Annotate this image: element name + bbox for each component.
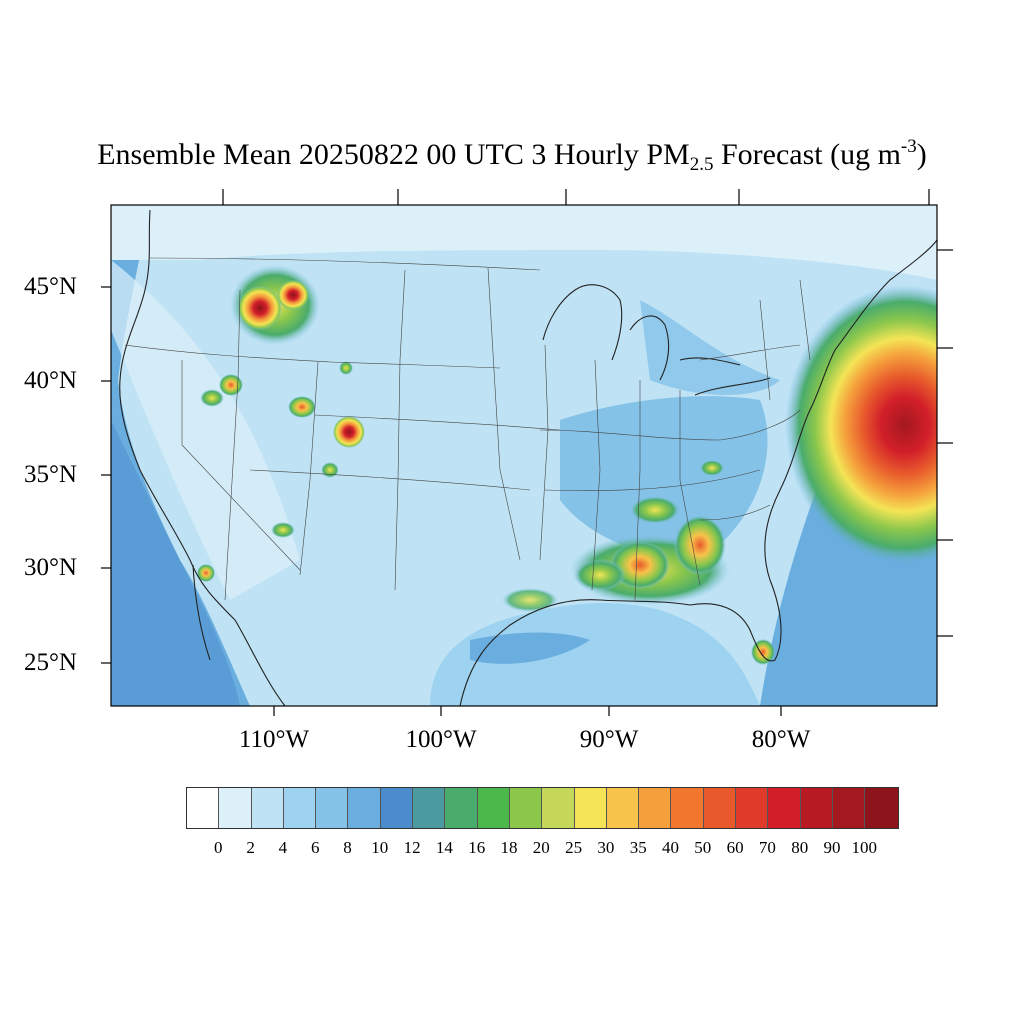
lat-label-45n: 45°N (23, 273, 77, 300)
colorbar-swatch (671, 788, 704, 828)
colorbar-tick-label: 50 (694, 838, 712, 857)
colorbar-swatch (606, 788, 640, 828)
colorbar-swatch (639, 788, 672, 828)
colorbar-swatch (703, 788, 737, 828)
colorbar-tick-label: 30 (597, 838, 615, 857)
colorbar-tick-label: 0 (214, 838, 223, 857)
chart-title: Ensemble Mean 20250822 00 UTC 3 Hourly P… (97, 136, 927, 175)
colorbar-tick-label: 10 (371, 838, 389, 857)
colorbar-swatch (574, 788, 607, 828)
colorbar-tick-label: 80 (791, 838, 809, 857)
colorbar-tick-label: 25 (565, 838, 583, 857)
map-frame (110, 204, 938, 707)
coastlines (119, 209, 937, 706)
map-field (111, 205, 937, 706)
colorbar-swatch (380, 788, 414, 828)
axis-ticks (101, 189, 953, 716)
colorbar-swatch (509, 788, 543, 828)
colorbar-tick-label: 35 (629, 838, 647, 857)
state-borders (124, 257, 811, 601)
lon-label-100w: 100°W (405, 726, 477, 753)
colorbar-swatch (445, 788, 478, 828)
colorbar-swatch (768, 788, 801, 828)
colorbar-tick-label: 14 (435, 838, 453, 857)
colorbar-tick-label: 20 (532, 838, 550, 857)
colorbar-tick-label: 2 (246, 838, 255, 857)
colorbar-tick-label: 12 (403, 838, 421, 857)
colorbar-swatch (736, 788, 769, 828)
colorbar-tick-label: 6 (310, 838, 320, 857)
lon-label-80w: 80°W (751, 726, 811, 753)
colorbar-swatch (542, 788, 575, 828)
colorbar-swatch (251, 788, 284, 828)
colorbar-swatch (187, 788, 220, 828)
colorbar-swatch (477, 788, 510, 828)
colorbar-tick-label: 4 (278, 838, 288, 857)
colorbar-swatch (865, 788, 898, 828)
colorbar-tick-label: 60 (726, 838, 744, 857)
lat-label-30n: 30°N (23, 554, 77, 581)
lat-label-25n: 25°N (23, 649, 77, 676)
lon-label-110w: 110°W (238, 726, 310, 753)
colorbar-swatch (413, 788, 446, 828)
lat-label-40n: 40°N (23, 367, 77, 394)
lat-label-35n: 35°N (23, 461, 77, 488)
colorbar-tick-label: 18 (500, 838, 518, 857)
colorbar-tick-label: 8 (343, 838, 352, 857)
colorbar (186, 787, 899, 829)
colorbar-swatch (832, 788, 866, 828)
colorbar-tick-label: 70 (758, 838, 776, 857)
colorbar-tick-label: 90 (823, 838, 841, 857)
colorbar-swatch (348, 788, 381, 828)
lon-label-90w: 90°W (579, 726, 639, 753)
colorbar-tick-label: 100 (851, 838, 878, 857)
colorbar-tick-label: 40 (662, 838, 679, 857)
colorbar-swatch (219, 788, 252, 828)
colorbar-swatch (316, 788, 349, 828)
colorbar-tick-label: 16 (468, 838, 486, 857)
colorbar-swatch (800, 788, 833, 828)
colorbar-swatch (283, 788, 317, 828)
